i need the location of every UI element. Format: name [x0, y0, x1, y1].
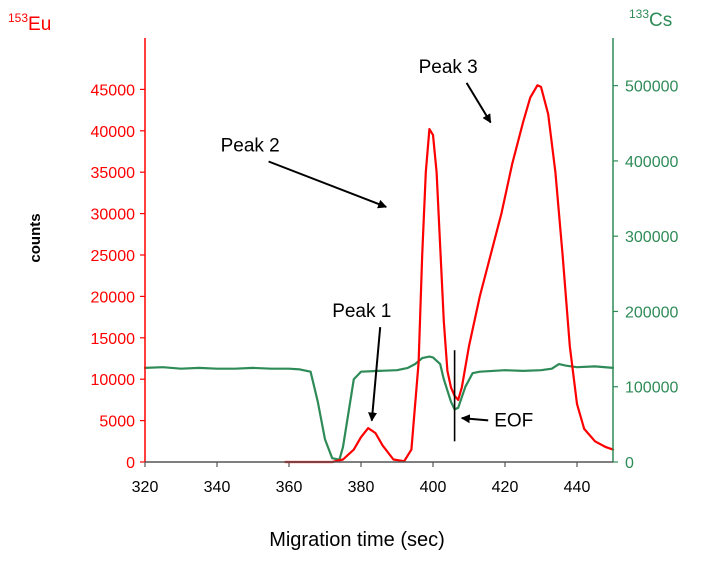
left-tick-label: 0 — [126, 455, 135, 472]
left-tick-label: 15000 — [91, 331, 136, 348]
left-axis-isotope-label: 153Eu — [8, 11, 51, 35]
x-axis-ticks: 320 340 360 380 400 420 440 — [132, 462, 591, 496]
left-tick-label: 40000 — [91, 124, 136, 141]
x-tick-label: 400 — [420, 479, 447, 496]
left-tick-label: 35000 — [91, 165, 136, 182]
series-layer — [143, 84, 615, 464]
annotation-arrow — [465, 82, 492, 124]
left-tick-label: 10000 — [91, 372, 136, 389]
x-tick-label: 420 — [492, 479, 519, 496]
right-axis-ticks: 0 100000 200000 300000 400000 500000 — [613, 79, 678, 472]
left-axis-ticks: 0 5000 10000 15000 20000 25000 30000 35000 40000… — [91, 82, 145, 472]
right-axis-isotope-label: 133Cs — [629, 7, 672, 31]
annotation-arrow — [460, 414, 489, 424]
left-tick-label: 20000 — [91, 289, 136, 306]
annotation-label: Peak 3 — [419, 57, 478, 78]
left-axis-element: Eu — [28, 14, 51, 35]
annotation-label: Peak 2 — [221, 136, 280, 157]
series-line-133Cs — [143, 355, 615, 461]
x-axis-title: Migration time (sec) — [269, 529, 445, 551]
annotations: Peak 1 Peak 2 Peak 3 EOF — [221, 57, 534, 432]
right-tick-label: 500000 — [625, 79, 678, 96]
left-tick-label: 45000 — [91, 82, 136, 99]
x-tick-label: 440 — [564, 479, 591, 496]
left-tick-label: 25000 — [91, 248, 136, 265]
x-tick-label: 380 — [348, 479, 375, 496]
x-tick-label: 320 — [132, 479, 159, 496]
left-axis-counts-title: counts — [27, 213, 44, 262]
right-tick-label: 100000 — [625, 380, 678, 397]
left-axis-mass-number: 153 — [8, 11, 28, 25]
x-tick-label: 340 — [204, 479, 231, 496]
annotation-label: Peak 1 — [332, 301, 391, 322]
right-tick-label: 300000 — [625, 229, 678, 246]
annotation-arrow — [268, 160, 388, 209]
x-tick-label: 360 — [276, 479, 303, 496]
annotation-label: EOF — [494, 410, 533, 431]
right-axis-element: Cs — [649, 10, 672, 31]
right-tick-label: 0 — [625, 455, 634, 472]
annotation-arrow — [368, 327, 382, 422]
right-axis-mass-number: 133 — [629, 7, 649, 21]
left-tick-label: 5000 — [99, 414, 135, 431]
right-tick-label: 200000 — [625, 304, 678, 321]
left-tick-label: 30000 — [91, 207, 136, 224]
right-tick-label: 400000 — [625, 154, 678, 171]
series-line-153Eu — [284, 84, 615, 464]
